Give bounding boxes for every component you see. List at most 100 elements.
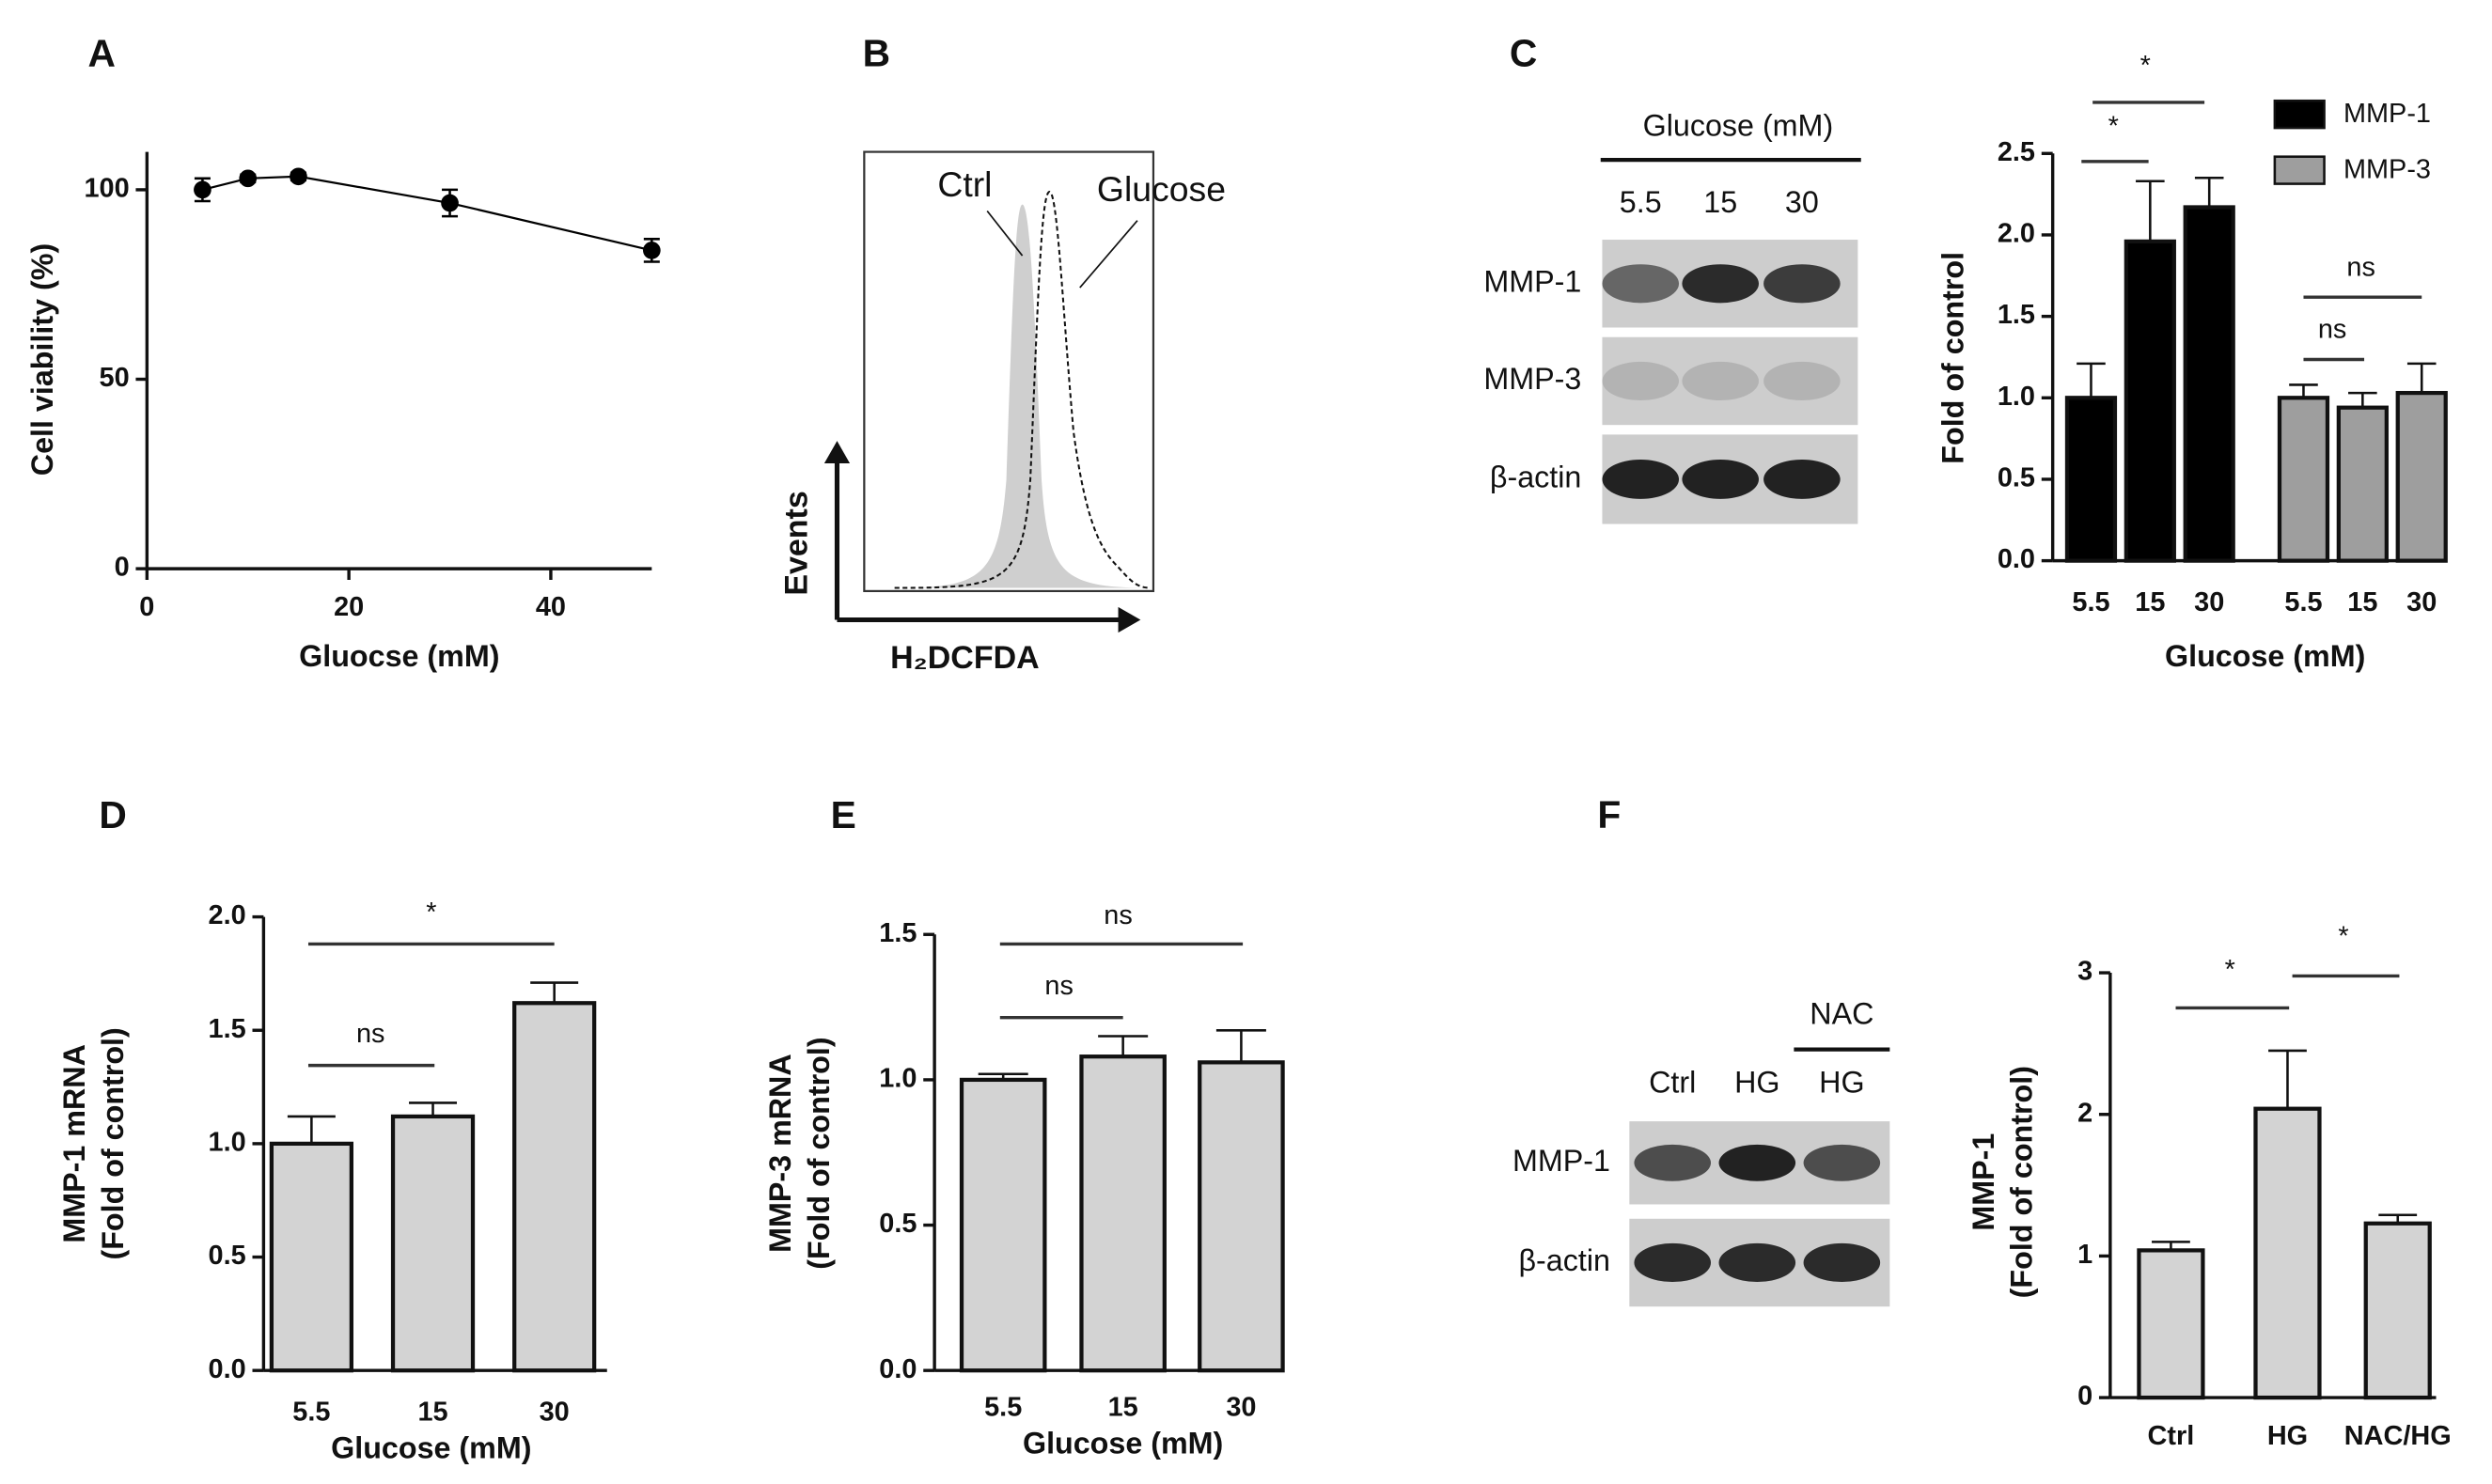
- legend-swatch: [2273, 155, 2326, 185]
- blot-header: Glucose (mM): [1643, 109, 1834, 143]
- y-tick-label: 1.0: [879, 1064, 917, 1094]
- y-tick-label: 0.5: [209, 1241, 246, 1271]
- lane-label: Ctrl: [1649, 1066, 1696, 1100]
- x-tick-label: 30: [1226, 1393, 1256, 1423]
- blot-band: [1682, 361, 1759, 401]
- y-axis-label: Fold of control: [1936, 252, 1970, 464]
- blot-band: [1682, 460, 1759, 499]
- lane-label: 30: [1785, 185, 1819, 219]
- panel-label: B: [863, 31, 890, 74]
- x-tick-label: 20: [334, 592, 364, 622]
- arrow-head: [1118, 606, 1141, 633]
- point: [194, 180, 212, 199]
- lane-label: HG: [1734, 1066, 1779, 1100]
- lane-label: 15: [1703, 185, 1737, 219]
- bar: [2124, 239, 2176, 563]
- y-tick-label: 2.0: [1998, 219, 2035, 249]
- y-axis-label: MMP-1: [1967, 1133, 2000, 1231]
- blot-row-label: MMP-3: [1483, 362, 1581, 396]
- error-bar: [2406, 362, 2437, 394]
- blot-row-label: MMP-1: [1512, 1144, 1610, 1178]
- bar: [2064, 396, 2118, 563]
- panel-label: F: [1597, 793, 1621, 836]
- error-bar: [2348, 391, 2377, 408]
- x-tick-label: HG: [2267, 1421, 2308, 1451]
- significance-label: *: [2108, 112, 2119, 142]
- bar: [269, 1141, 353, 1373]
- x-tick-label: 15: [2135, 587, 2165, 617]
- flow-label: Ctrl: [937, 164, 992, 204]
- error-bar: [2077, 362, 2106, 398]
- significance-label: *: [426, 898, 436, 928]
- error-bar: [1098, 1035, 1149, 1057]
- y-tick-label: 0.5: [879, 1209, 917, 1239]
- arrow-head: [823, 441, 851, 463]
- y-axis-label: MMP-3 mRNA: [763, 1054, 797, 1253]
- x-tick-label: 5.5: [984, 1393, 1022, 1423]
- blot-band: [1602, 264, 1680, 304]
- y-axis-label: (Fold of control): [96, 1027, 130, 1259]
- bar: [2395, 390, 2448, 563]
- significance-label: *: [2338, 921, 2348, 951]
- blot-band: [1634, 1144, 1712, 1181]
- y-tick-label: 100: [84, 174, 129, 204]
- blot-band: [1718, 1144, 1796, 1181]
- x-tick-label: 15: [1108, 1393, 1138, 1423]
- bar: [959, 1077, 1047, 1373]
- significance-label: *: [2140, 51, 2151, 81]
- bar: [2183, 205, 2235, 563]
- x-axis-label: Glucose (mM): [1023, 1427, 1223, 1461]
- point: [642, 242, 661, 259]
- x-axis-label: Glucose (mM): [2165, 639, 2365, 673]
- error-bar: [2289, 383, 2318, 398]
- y-axis-label: Cell viability (%): [25, 243, 59, 476]
- flow-label: Glucose: [1097, 169, 1226, 209]
- legend-label: MMP-1: [2343, 99, 2431, 129]
- ctrl-histogram: [894, 204, 1151, 588]
- legend-label: MMP-3: [2343, 155, 2431, 185]
- line: [202, 175, 652, 252]
- blot-row-label: MMP-1: [1483, 264, 1581, 298]
- y-tick-label: 1.5: [879, 918, 917, 948]
- x-tick-label: 5.5: [2284, 587, 2322, 617]
- y-tick-label: 0.0: [1998, 544, 2035, 574]
- error-bar: [287, 1115, 336, 1144]
- blot-band: [1602, 460, 1680, 499]
- significance-label: ns: [1104, 900, 1132, 930]
- x-axis-label: Gluocse (mM): [299, 639, 499, 673]
- x-tick-label: 30: [2194, 587, 2224, 617]
- x-tick-label: 0: [139, 592, 154, 622]
- bar: [2137, 1248, 2205, 1400]
- bar: [512, 1001, 597, 1373]
- x-tick-label: 15: [417, 1398, 447, 1428]
- y-tick-label: 0.0: [209, 1354, 246, 1384]
- flow-frame: [863, 150, 1155, 593]
- y-tick-label: 2.5: [1998, 137, 2035, 167]
- blot-band: [1682, 264, 1759, 304]
- panel-label: D: [99, 793, 126, 836]
- flow-xlabel: H₂DCFDA: [890, 640, 1039, 676]
- blot-band: [1602, 361, 1680, 401]
- bar: [2363, 1221, 2432, 1400]
- pointer: [1079, 220, 1138, 289]
- point: [239, 169, 258, 188]
- blot-band: [1763, 361, 1841, 401]
- blot-band: [1634, 1242, 1712, 1283]
- lane-label: HG: [1819, 1066, 1864, 1100]
- y-tick-label: 1.0: [209, 1128, 246, 1158]
- flow-ylabel: Events: [779, 491, 815, 595]
- lane-label: 5.5: [1620, 185, 1662, 219]
- error-bar: [530, 981, 579, 1004]
- x-tick-label: 30: [540, 1398, 570, 1428]
- blot-row-label: β-actin: [1518, 1243, 1609, 1277]
- x-axis-label: Glucose (mM): [331, 1431, 531, 1465]
- y-tick-label: 0: [2077, 1382, 2092, 1412]
- legend-swatch: [2273, 99, 2326, 130]
- y-tick-label: 0: [115, 553, 130, 583]
- blot-header: NAC: [1810, 996, 1873, 1030]
- blot-band: [1718, 1242, 1796, 1283]
- bar: [2336, 405, 2389, 563]
- y-axis-label: (Fold of control): [802, 1037, 836, 1269]
- y-tick-label: 1.0: [1998, 382, 2035, 412]
